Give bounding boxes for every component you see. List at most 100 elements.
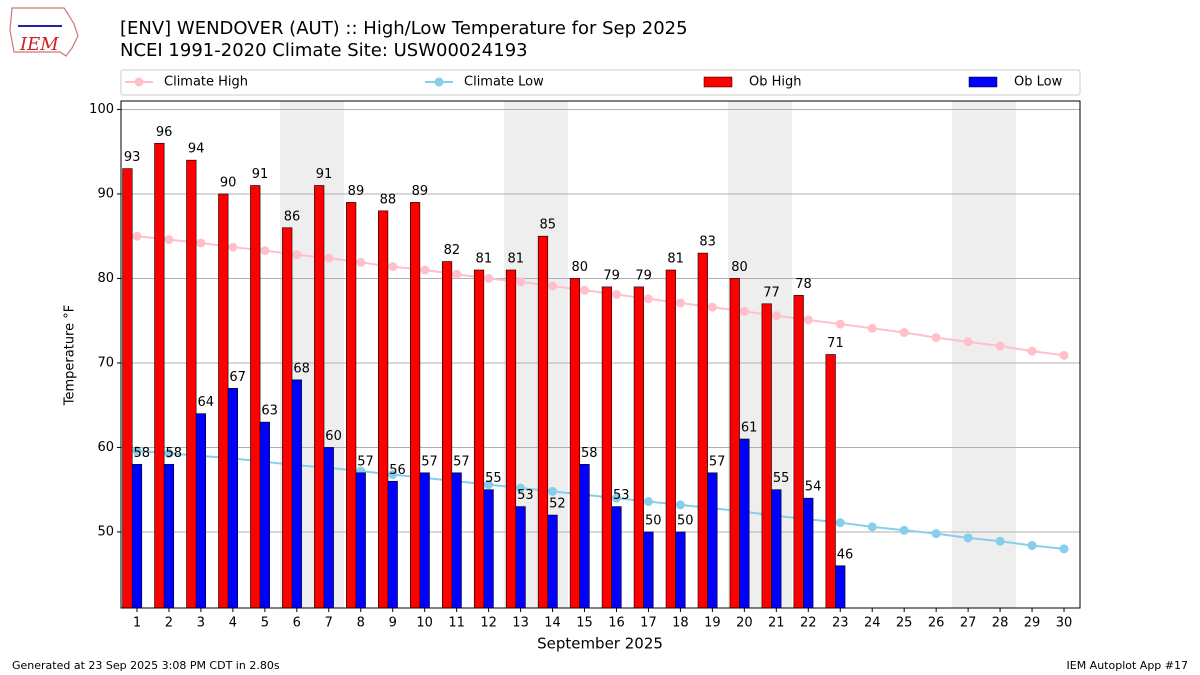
bar bbox=[729, 278, 740, 609]
point bbox=[516, 483, 526, 493]
legend-label: Ob Low bbox=[1014, 75, 1063, 90]
point bbox=[611, 493, 621, 503]
bar bbox=[378, 210, 389, 609]
legend-label: Climate High bbox=[164, 75, 248, 90]
data-label: 91 bbox=[316, 167, 333, 182]
y-tick-label: 70 bbox=[97, 355, 114, 370]
x-tick-label: 1 bbox=[133, 616, 141, 631]
legend-swatch bbox=[134, 77, 144, 87]
point bbox=[452, 269, 462, 279]
point bbox=[580, 285, 590, 295]
legend-label: Climate Low bbox=[464, 75, 544, 90]
data-label: 93 bbox=[124, 150, 141, 165]
bar bbox=[793, 295, 804, 609]
bar bbox=[675, 531, 686, 609]
line bbox=[136, 235, 1065, 357]
bar bbox=[282, 227, 293, 609]
bar bbox=[419, 472, 430, 609]
x-tick-label: 21 bbox=[768, 616, 785, 631]
data-label: 57 bbox=[421, 454, 438, 469]
point bbox=[164, 448, 174, 458]
legend bbox=[120, 69, 1081, 96]
data-label: 79 bbox=[603, 268, 620, 283]
x-tick-label: 25 bbox=[896, 616, 913, 631]
point bbox=[611, 290, 621, 300]
x-tick-label: 24 bbox=[864, 616, 881, 631]
legend-label: Ob High bbox=[749, 75, 802, 90]
data-label: 71 bbox=[827, 336, 844, 351]
bar bbox=[697, 252, 708, 609]
bar bbox=[579, 464, 590, 609]
bar bbox=[346, 202, 357, 609]
data-label: 68 bbox=[293, 361, 310, 376]
point bbox=[867, 522, 877, 532]
point bbox=[132, 231, 142, 241]
data-label: 58 bbox=[134, 446, 151, 461]
point bbox=[931, 333, 941, 343]
axes-frame bbox=[120, 100, 1081, 609]
bar bbox=[314, 185, 325, 609]
bar bbox=[707, 472, 718, 609]
point bbox=[484, 480, 494, 490]
x-tick-label: 28 bbox=[992, 616, 1009, 631]
point bbox=[867, 323, 877, 333]
bar bbox=[451, 472, 462, 609]
y-tick-label: 80 bbox=[97, 271, 114, 286]
bar bbox=[473, 269, 485, 609]
point bbox=[1059, 350, 1069, 360]
bar bbox=[441, 261, 453, 609]
bar bbox=[803, 497, 814, 609]
data-label: 81 bbox=[508, 252, 525, 267]
data-label: 83 bbox=[699, 235, 716, 250]
x-tick-label: 20 bbox=[736, 616, 753, 631]
data-label: 82 bbox=[444, 243, 461, 258]
y-tick-label: 100 bbox=[89, 102, 114, 117]
point bbox=[164, 235, 174, 245]
y-tick-label: 60 bbox=[97, 440, 114, 455]
bar bbox=[761, 303, 772, 609]
data-label: 77 bbox=[763, 285, 780, 300]
point bbox=[132, 446, 142, 456]
point bbox=[835, 518, 845, 528]
data-label: 86 bbox=[284, 209, 301, 224]
data-label: 88 bbox=[380, 192, 397, 207]
bar bbox=[483, 489, 494, 609]
point bbox=[548, 281, 558, 291]
legend-swatch bbox=[434, 77, 444, 87]
bar bbox=[409, 202, 421, 609]
point bbox=[899, 525, 909, 535]
logo: IEM bbox=[9, 7, 79, 57]
point bbox=[484, 273, 494, 283]
x-tick-label: 23 bbox=[832, 616, 849, 631]
bar bbox=[387, 480, 398, 609]
x-tick-label: 30 bbox=[1056, 616, 1073, 631]
data-label: 55 bbox=[773, 471, 790, 486]
x-tick-label: 5 bbox=[261, 616, 269, 631]
bar bbox=[218, 193, 229, 609]
bar bbox=[323, 447, 334, 609]
data-label: 57 bbox=[453, 454, 470, 469]
data-label: 58 bbox=[165, 446, 182, 461]
x-tick-label: 17 bbox=[640, 616, 657, 631]
point bbox=[388, 262, 398, 272]
point bbox=[548, 486, 558, 496]
y-tick-label: 50 bbox=[97, 524, 114, 539]
point bbox=[931, 529, 941, 539]
bar bbox=[835, 565, 846, 609]
bar bbox=[547, 514, 558, 609]
data-label: 53 bbox=[613, 488, 630, 503]
x-tick-label: 16 bbox=[608, 616, 625, 631]
point bbox=[1027, 540, 1037, 550]
point bbox=[516, 277, 526, 287]
point bbox=[803, 315, 813, 325]
bar bbox=[355, 472, 366, 609]
data-label: 60 bbox=[325, 429, 342, 444]
x-tick-label: 29 bbox=[1024, 616, 1041, 631]
data-label: 55 bbox=[485, 471, 502, 486]
x-tick-label: 19 bbox=[704, 616, 721, 631]
point bbox=[1027, 346, 1037, 356]
x-tick-label: 11 bbox=[448, 616, 465, 631]
data-label: 53 bbox=[517, 488, 534, 503]
point bbox=[739, 306, 749, 316]
point bbox=[675, 500, 685, 510]
